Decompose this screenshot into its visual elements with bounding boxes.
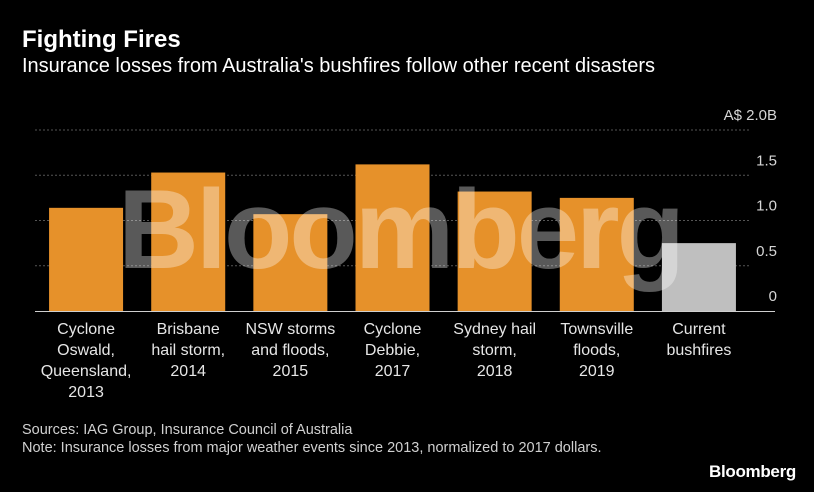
chart-footer: Sources: IAG Group, Insurance Council of… (22, 421, 662, 457)
bar (355, 164, 430, 311)
bar-chart: 0 0.5 1.0 1.5 A$ 2.0B Bloomberg Cyclone Oswald,… (35, 107, 777, 401)
bar (151, 172, 226, 311)
chart-title: Fighting Fires (22, 26, 181, 53)
x-tick-label: Brisbane hail storm, 2014 (151, 321, 225, 380)
x-tick-label: Cyclone Oswald, Queensland, 2013 (41, 321, 132, 401)
bar (49, 207, 124, 311)
x-tick-label: Cyclone Debbie, 2017 (364, 321, 422, 380)
bar (457, 191, 532, 311)
note-text: Note: Insurance losses from major weathe… (22, 440, 602, 456)
watermark-text: Bloomberg (118, 167, 682, 292)
y-tick-label: 0 (769, 288, 777, 305)
sources-text: Sources: IAG Group, Insurance Council of… (22, 422, 353, 438)
bloomberg-logo: Bloomberg (708, 462, 796, 481)
bar (253, 214, 328, 311)
bar (661, 243, 736, 311)
y-tick-label: 1.0 (756, 198, 777, 215)
y-tick-label: 1.5 (756, 152, 777, 169)
x-tick-label: Townsville floods, 2019 (560, 321, 633, 380)
x-tick-label: Current bushfires (666, 321, 731, 359)
x-tick-label: Sydney hail storm, 2018 (453, 321, 536, 380)
y-tick-label: 0.5 (756, 243, 777, 260)
bar (559, 197, 634, 311)
x-tick-label: NSW storms and floods, 2015 (245, 321, 335, 380)
y-tick-label: A$ 2.0B (724, 107, 777, 124)
chart-subtitle: Insurance losses from Australia's bushfi… (22, 55, 655, 77)
